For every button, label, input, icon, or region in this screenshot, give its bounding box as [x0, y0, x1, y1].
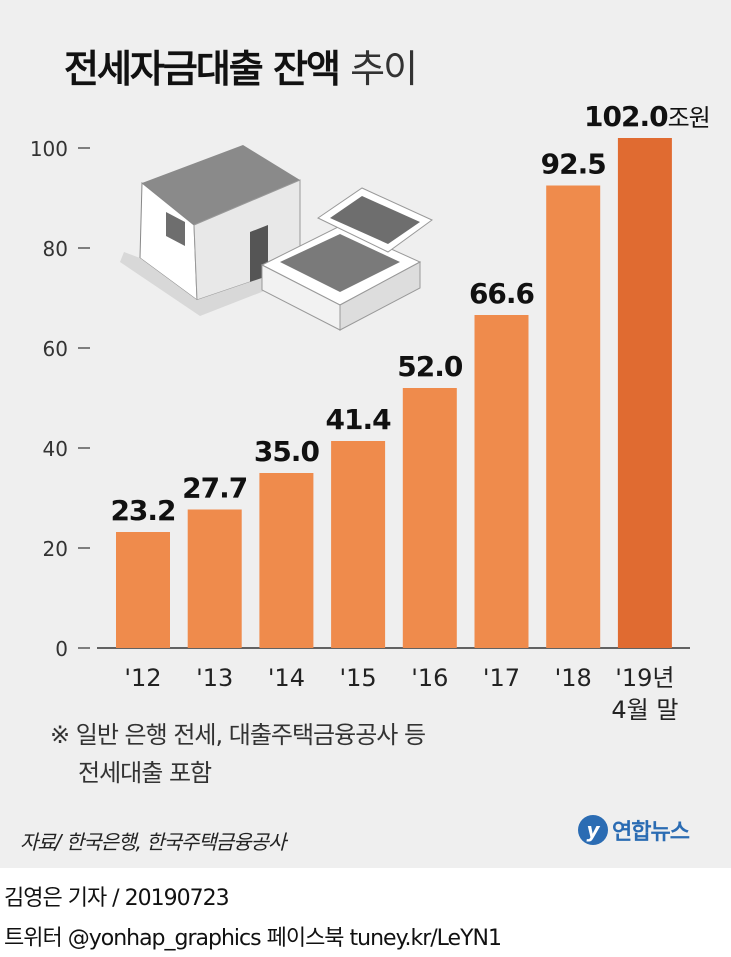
footnote-line-1: ※ 일반 은행 전세, 대출주택금융공사 등: [50, 721, 426, 749]
data-label: 35.0: [254, 435, 320, 468]
x-tick-label: '13: [196, 664, 233, 692]
byline: 김영은 기자 / 20190723: [4, 886, 230, 911]
bar: [474, 315, 529, 648]
data-label: 41.4: [326, 403, 392, 436]
bar: [331, 441, 386, 648]
chart-title: 전세자금대출 잔액 추이: [64, 38, 418, 93]
bar: [187, 509, 242, 648]
bar: [116, 532, 170, 648]
infographic: 전세자금대출 잔액 추이 0 20 40 60 80 100 23.2 '12 27.7 '13…: [0, 0, 731, 868]
title-light: 추이: [350, 47, 418, 91]
x-tick-label: '18: [555, 664, 592, 692]
yonhap-logo: y 연합뉴스: [578, 814, 690, 846]
y-tick-label: 40: [43, 437, 68, 461]
bar: [617, 138, 672, 648]
data-label: 92.5: [541, 148, 606, 181]
footnote-line-2: 전세대출 포함: [78, 759, 212, 787]
x-tick-label: '17: [483, 664, 520, 692]
source-credit: 자료/ 한국은행, 한국주택금융공사: [20, 830, 286, 854]
x-tick-label: '14: [268, 664, 305, 692]
y-tick-label: 20: [43, 537, 68, 561]
data-label: 52.0: [397, 350, 463, 383]
x-tick-label: '19년 4월 말: [611, 664, 678, 724]
x-tick-label: '16: [411, 664, 448, 692]
data-label: 102.0조원: [584, 100, 710, 133]
data-label: 23.2: [110, 494, 175, 527]
y-tick-label: 100: [30, 137, 68, 161]
footnote: ※ 일반 은행 전세, 대출주택금융공사 등 전세대출 포함: [50, 716, 426, 792]
y-tick-label: 0: [55, 637, 68, 661]
data-label: 27.7: [182, 472, 247, 505]
bar-chart: 0 20 40 60 80 100 23.2 '12 27.7 '13 35.0 '14 41.4 '1…: [30, 100, 711, 724]
x-tick-label: '12: [124, 664, 161, 692]
unit-label: 조원: [668, 104, 710, 132]
data-label: 66.6: [469, 277, 534, 310]
y-tick-label: 60: [43, 337, 68, 361]
social-links: 트위터 @yonhap_graphics 페이스북 tuney.kr/LeYN1: [4, 926, 502, 951]
money-stack-icon: [260, 187, 433, 331]
bar: [402, 388, 457, 648]
bar: [546, 185, 601, 648]
x-tick-label: '15: [340, 664, 377, 692]
title-bold: 전세자금대출 잔액: [64, 47, 341, 91]
y-tick-label: 80: [43, 237, 68, 261]
yonhap-logo-name: 연합뉴스: [612, 820, 690, 845]
yonhap-logo-mark: y: [578, 815, 608, 845]
bar: [259, 473, 314, 648]
